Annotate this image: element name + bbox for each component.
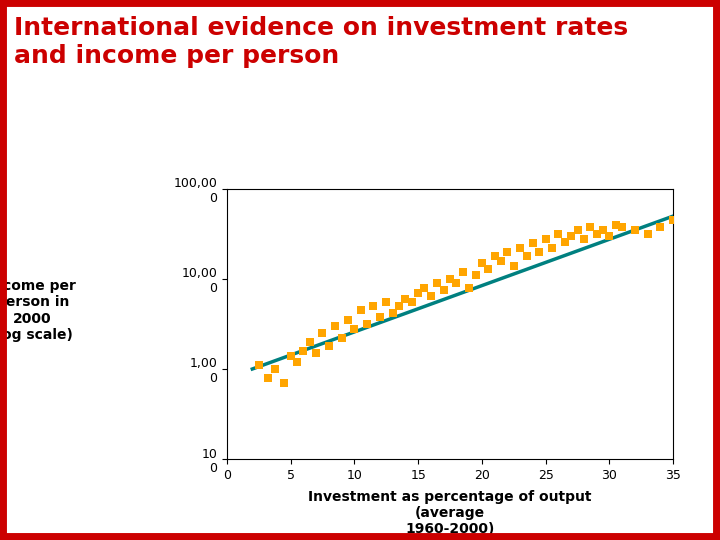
Point bbox=[527, 239, 539, 247]
Point bbox=[603, 232, 615, 240]
Point bbox=[304, 338, 315, 346]
Point bbox=[546, 244, 558, 253]
Point bbox=[368, 302, 379, 310]
Point bbox=[285, 352, 297, 360]
Point bbox=[451, 279, 462, 287]
Point bbox=[598, 226, 609, 234]
Point bbox=[565, 232, 577, 240]
Point bbox=[464, 284, 475, 292]
Point bbox=[310, 349, 322, 357]
Point bbox=[291, 357, 302, 366]
Point bbox=[654, 222, 666, 231]
X-axis label: Investment as percentage of output
(average
1960-2000): Investment as percentage of output (aver… bbox=[308, 490, 592, 536]
Point bbox=[425, 292, 436, 300]
Point bbox=[642, 229, 654, 238]
Point bbox=[489, 252, 500, 260]
Text: Income per
person in
2000
(log scale): Income per person in 2000 (log scale) bbox=[0, 279, 76, 342]
Point bbox=[279, 379, 290, 387]
Point bbox=[431, 279, 443, 287]
Point bbox=[380, 298, 392, 307]
Point bbox=[578, 234, 590, 243]
Point bbox=[482, 265, 494, 273]
Point bbox=[262, 373, 274, 382]
Point bbox=[610, 220, 621, 229]
Point bbox=[413, 288, 424, 297]
Point bbox=[629, 226, 641, 234]
Point bbox=[502, 247, 513, 256]
Point bbox=[534, 247, 545, 256]
Point bbox=[438, 286, 449, 294]
Point bbox=[374, 313, 386, 321]
Point bbox=[269, 364, 281, 373]
Point bbox=[336, 334, 347, 342]
Point bbox=[585, 222, 596, 231]
Point bbox=[355, 306, 366, 314]
Point bbox=[419, 284, 431, 292]
Point bbox=[323, 342, 335, 350]
Point bbox=[457, 267, 469, 276]
Point bbox=[400, 295, 411, 303]
Point bbox=[393, 302, 405, 310]
Point bbox=[348, 325, 360, 333]
Point bbox=[553, 229, 564, 238]
Point bbox=[317, 329, 328, 338]
Point bbox=[387, 308, 398, 317]
Point bbox=[253, 361, 264, 369]
Point bbox=[508, 261, 520, 270]
Point bbox=[330, 322, 341, 330]
Point bbox=[514, 244, 526, 253]
Point bbox=[559, 238, 570, 246]
Point bbox=[521, 252, 532, 260]
Point bbox=[361, 319, 373, 328]
Point bbox=[406, 298, 418, 307]
Point bbox=[297, 346, 309, 355]
Point bbox=[572, 226, 583, 234]
Point bbox=[476, 259, 487, 267]
Text: International evidence on investment rates
and income per person: International evidence on investment rat… bbox=[14, 16, 629, 68]
Point bbox=[616, 222, 628, 231]
Point bbox=[667, 216, 679, 225]
Point bbox=[540, 234, 552, 243]
Point bbox=[591, 229, 603, 238]
Point bbox=[444, 275, 456, 284]
Point bbox=[342, 316, 354, 325]
Point bbox=[495, 256, 507, 265]
Point bbox=[469, 271, 481, 280]
